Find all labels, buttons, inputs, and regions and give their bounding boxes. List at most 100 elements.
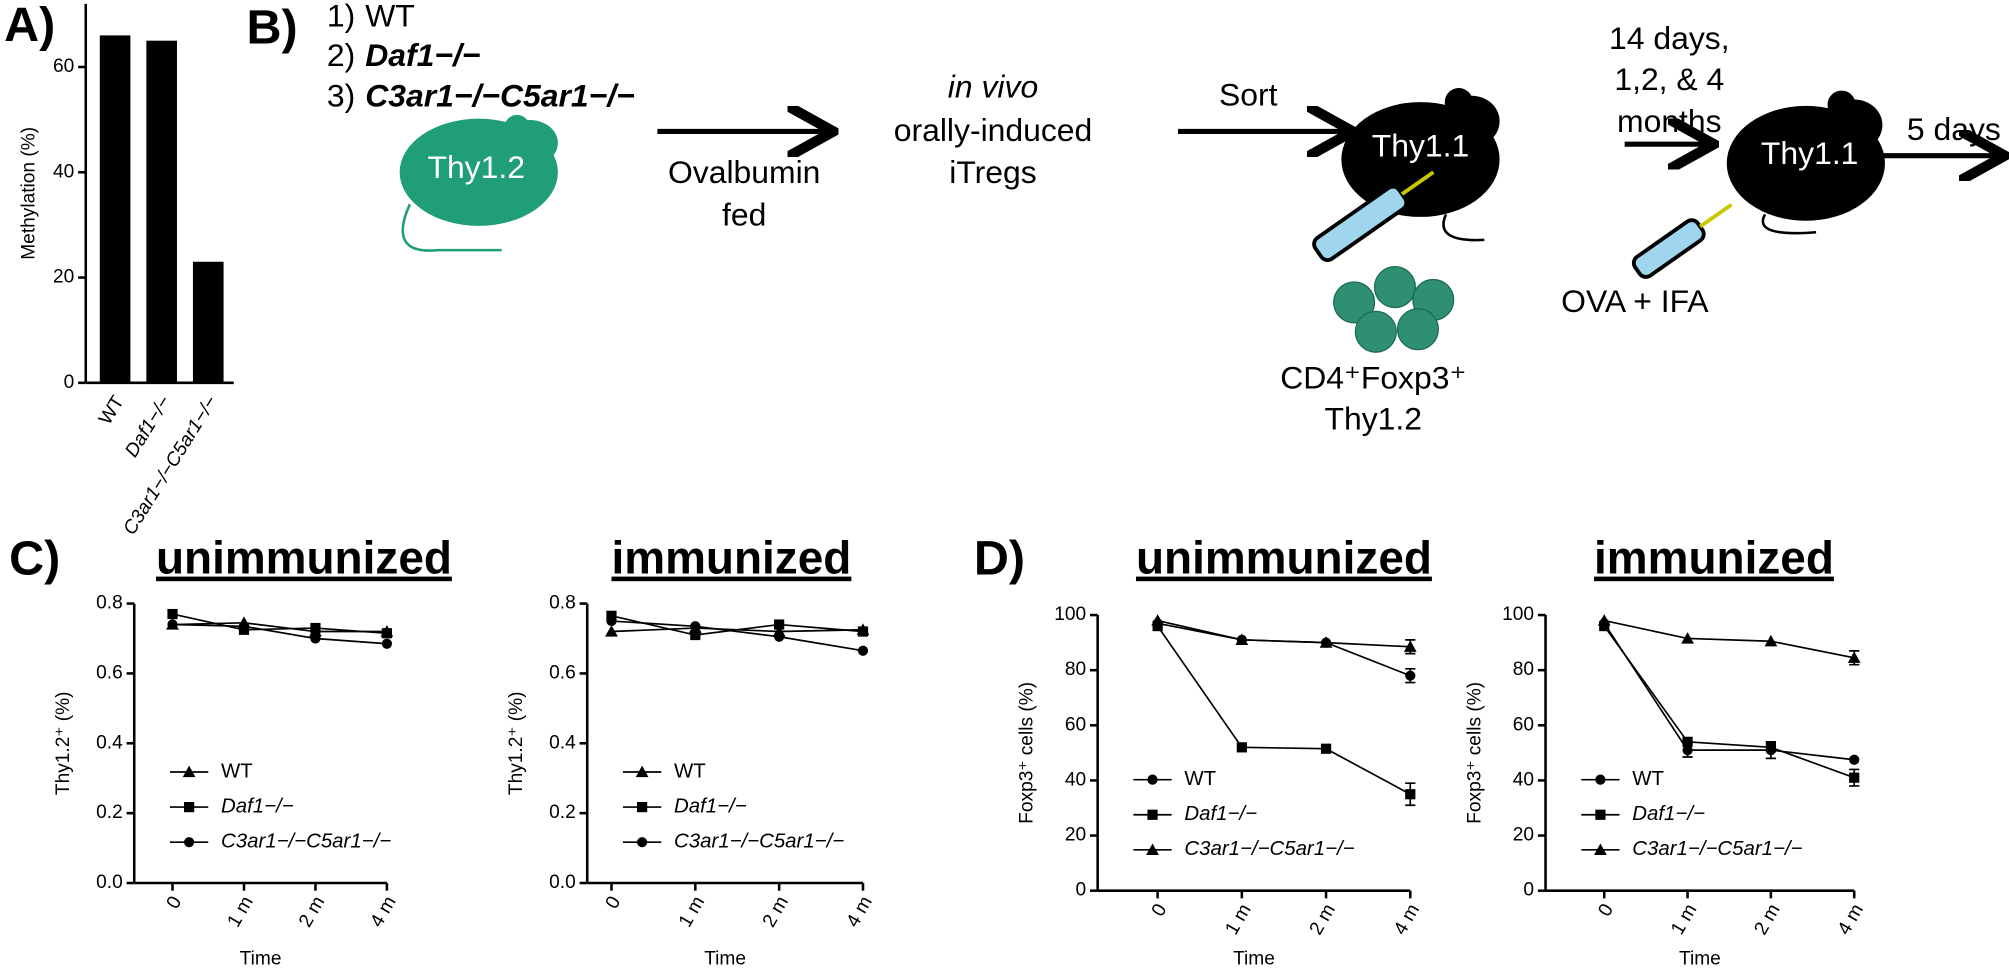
legend-label: C3ar1−/−C5ar1−/− (221, 831, 391, 853)
y-tick-label: 100 (1054, 604, 1086, 625)
y-axis-label: Foxp3⁺ cells (%) (1464, 682, 1485, 824)
series-line (1603, 625, 1855, 779)
data-point (774, 631, 785, 642)
series-line (172, 621, 387, 633)
data-point (606, 615, 617, 627)
data-point (1405, 789, 1416, 800)
x-axis-label: Time (704, 949, 746, 970)
data-point (1682, 736, 1693, 747)
y-tick-label: 0.2 (96, 802, 123, 823)
data-point (857, 645, 869, 656)
chart-title: immunized (1594, 532, 1834, 584)
y-tick-label: 60 (53, 56, 74, 77)
bar (99, 35, 131, 383)
y-tick-label: 0 (1076, 880, 1087, 901)
y-tick-label: 60 (1065, 714, 1086, 735)
data-point (1847, 651, 1861, 663)
cells (1333, 266, 1455, 353)
step-text: OVA + IFA (1561, 283, 1709, 319)
data-point (857, 626, 869, 637)
data-point (381, 638, 392, 649)
y-tick-label: 0.8 (549, 593, 576, 614)
chart-title: immunized (612, 532, 852, 584)
group-name: WT (365, 0, 415, 33)
y-tick-label: 40 (1065, 769, 1086, 790)
legend-label: WT (1632, 768, 1664, 790)
series-line (1156, 625, 1411, 795)
cells-text: CD4⁺Foxp3⁺ (1280, 360, 1466, 396)
y-tick-label: 0.4 (549, 732, 576, 753)
legend-marker (184, 801, 195, 813)
x-tick-label: 2 m (295, 893, 329, 931)
group-number: 2) (327, 37, 355, 73)
legend-label: Daf1−/− (1632, 803, 1705, 825)
legend-label: C3ar1−/−C5ar1−/− (1632, 838, 1802, 860)
panel-label: A) (4, 0, 55, 52)
data-point (1597, 614, 1611, 626)
data-point (381, 628, 392, 639)
x-tick-label: 0 (163, 893, 187, 913)
legend-marker (635, 765, 649, 778)
group-name: Daf1−/− (365, 37, 480, 73)
data-point (1151, 614, 1165, 626)
data-point (1764, 634, 1778, 647)
data-point (167, 619, 178, 630)
x-tick-label: 1 m (224, 893, 258, 931)
donor-label: Thy1.2 (427, 149, 525, 185)
y-axis-label: Thy1.2⁺ (%) (506, 691, 527, 795)
data-point (1765, 742, 1776, 753)
series-line (1603, 622, 1855, 761)
bar (192, 261, 224, 383)
y-tick-label: 60 (1513, 714, 1534, 735)
data-point (1319, 636, 1333, 648)
legend-marker (637, 801, 648, 813)
series-line (1157, 619, 1411, 648)
legend-marker (182, 765, 196, 778)
series-line (611, 614, 864, 636)
legend-label: Daf1−/− (1184, 803, 1257, 825)
legend-label: WT (221, 760, 253, 782)
step-text: 1,2, & 4 (1614, 61, 1724, 97)
data-point (690, 621, 701, 632)
x-tick-label: 2 m (1306, 901, 1340, 939)
x-tick-label: 1 m (675, 893, 709, 931)
y-tick-label: 80 (1065, 659, 1086, 680)
data-point (238, 621, 250, 632)
data-point (1599, 620, 1610, 632)
data-point (1152, 620, 1163, 632)
group-number: 1) (327, 0, 355, 33)
legend-marker (1147, 774, 1158, 785)
data-point (1320, 743, 1332, 754)
data-point (310, 633, 321, 644)
y-tick-label: 80 (1513, 659, 1534, 680)
step-text: fed (722, 196, 766, 232)
legend-label: Daf1−/− (221, 795, 294, 817)
step-text: in vivo (948, 69, 1038, 105)
y-axis-label: Thy1.2⁺ (%) (53, 691, 74, 795)
legend-label: C3ar1−/−C5ar1−/− (1184, 838, 1354, 860)
group-number: 3) (327, 78, 355, 114)
x-tick-label: C3ar1−/−C5ar1−/− (120, 392, 222, 538)
step-text: 5 days (1907, 111, 2001, 147)
x-tick-label: 0 (602, 893, 626, 913)
x-tick-label: 4 m (367, 893, 401, 931)
series-line (172, 623, 387, 645)
data-point (1403, 640, 1417, 652)
data-point (1236, 742, 1247, 753)
y-tick-label: 20 (1513, 825, 1534, 846)
black-mouse (1726, 90, 1885, 235)
legend-marker (1595, 774, 1606, 785)
x-tick-label: 0 (1148, 901, 1172, 921)
series-line (1157, 622, 1411, 677)
y-tick-label: 0.6 (549, 662, 576, 683)
x-tick-label: 1 m (1667, 901, 1701, 939)
data-point (310, 622, 321, 634)
x-tick-label: WT (95, 392, 129, 429)
data-point (167, 608, 178, 620)
y-tick-label: 40 (1513, 769, 1534, 790)
y-tick-label: 0 (1523, 880, 1534, 901)
panel-label: D) (974, 531, 1025, 585)
legend-marker (1147, 809, 1158, 820)
y-axis-label: Methylation (%) (19, 127, 40, 260)
x-axis-label: Time (240, 949, 282, 970)
